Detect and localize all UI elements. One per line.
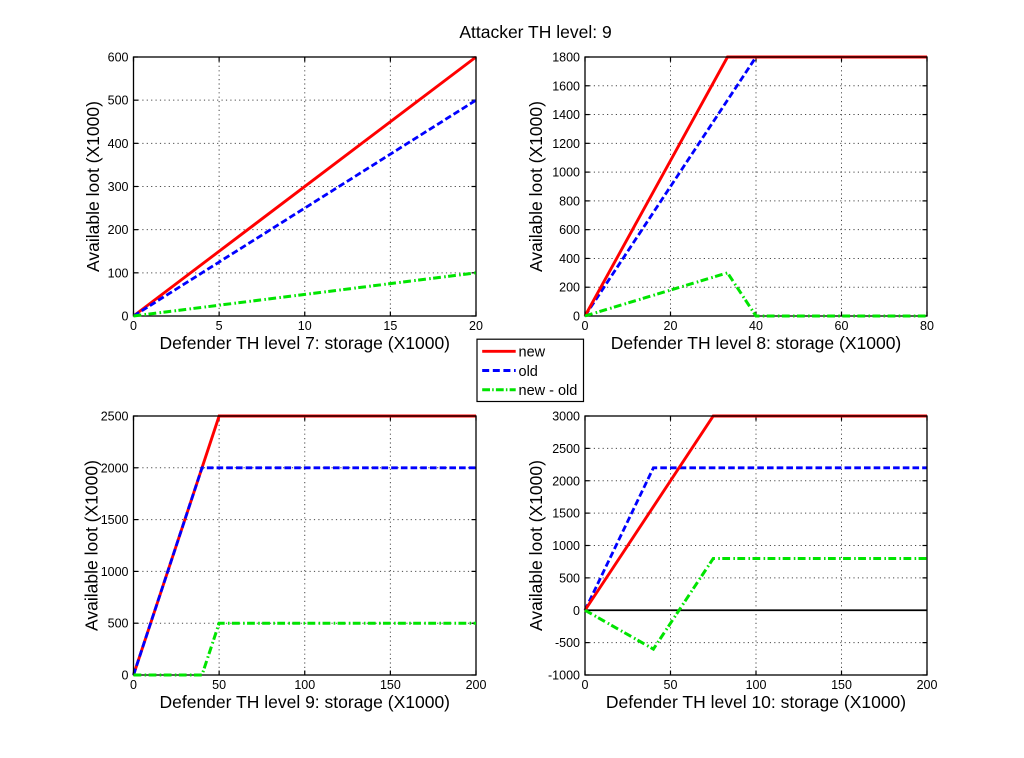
svg-text:600: 600 xyxy=(559,223,580,237)
svg-text:-1000: -1000 xyxy=(548,669,580,683)
svg-text:40: 40 xyxy=(749,319,763,333)
svg-text:60: 60 xyxy=(835,319,849,333)
svg-text:new - old: new - old xyxy=(519,383,578,399)
svg-text:50: 50 xyxy=(212,678,226,692)
svg-text:Available loot (X1000): Available loot (X1000) xyxy=(526,101,546,272)
svg-text:500: 500 xyxy=(108,617,129,631)
svg-text:10: 10 xyxy=(298,319,312,333)
svg-text:Defender TH level 7: storage (: Defender TH level 7: storage (X1000) xyxy=(159,333,450,353)
svg-text:Available loot (X1000): Available loot (X1000) xyxy=(526,460,546,631)
svg-text:0: 0 xyxy=(582,678,589,692)
svg-text:100: 100 xyxy=(294,678,315,692)
svg-text:0: 0 xyxy=(573,604,580,618)
svg-text:200: 200 xyxy=(559,281,580,295)
svg-text:1600: 1600 xyxy=(552,79,580,93)
svg-text:old: old xyxy=(519,364,538,380)
svg-text:100: 100 xyxy=(108,266,129,280)
svg-text:2500: 2500 xyxy=(101,410,129,424)
svg-text:Defender TH level 9: storage (: Defender TH level 9: storage (X1000) xyxy=(159,692,450,712)
svg-text:5: 5 xyxy=(216,319,223,333)
svg-text:1200: 1200 xyxy=(552,137,580,151)
svg-text:150: 150 xyxy=(380,678,401,692)
svg-text:0: 0 xyxy=(122,310,129,324)
svg-text:50: 50 xyxy=(664,678,678,692)
svg-text:400: 400 xyxy=(559,252,580,266)
svg-text:0: 0 xyxy=(573,310,580,324)
svg-text:Available loot (X1000): Available loot (X1000) xyxy=(83,101,103,272)
svg-text:0: 0 xyxy=(122,669,129,683)
svg-text:200: 200 xyxy=(917,678,938,692)
svg-text:1500: 1500 xyxy=(552,507,580,521)
svg-text:1000: 1000 xyxy=(552,166,580,180)
svg-text:200: 200 xyxy=(466,678,487,692)
svg-text:new: new xyxy=(519,345,546,361)
svg-text:300: 300 xyxy=(108,180,129,194)
svg-text:800: 800 xyxy=(559,194,580,208)
svg-text:Available loot (X1000): Available loot (X1000) xyxy=(82,460,102,631)
svg-text:3000: 3000 xyxy=(552,410,580,424)
svg-text:0: 0 xyxy=(582,319,589,333)
svg-text:600: 600 xyxy=(108,51,129,65)
svg-text:2000: 2000 xyxy=(101,461,129,475)
svg-text:1400: 1400 xyxy=(552,108,580,122)
svg-text:150: 150 xyxy=(831,678,852,692)
svg-text:200: 200 xyxy=(108,223,129,237)
svg-text:2500: 2500 xyxy=(552,442,580,456)
svg-text:2000: 2000 xyxy=(552,474,580,488)
svg-text:0: 0 xyxy=(130,678,137,692)
svg-text:80: 80 xyxy=(920,319,934,333)
svg-text:1800: 1800 xyxy=(552,51,580,65)
svg-text:500: 500 xyxy=(559,571,580,585)
svg-text:20: 20 xyxy=(469,319,483,333)
svg-text:15: 15 xyxy=(383,319,397,333)
svg-text:20: 20 xyxy=(664,319,678,333)
svg-text:1000: 1000 xyxy=(101,565,129,579)
svg-text:500: 500 xyxy=(108,94,129,108)
svg-text:-500: -500 xyxy=(555,636,580,650)
svg-text:1500: 1500 xyxy=(101,513,129,527)
svg-text:1000: 1000 xyxy=(552,539,580,553)
svg-text:Attacker TH level: 9: Attacker TH level: 9 xyxy=(459,22,611,42)
svg-text:Defender TH level 8: storage (: Defender TH level 8: storage (X1000) xyxy=(611,333,902,353)
svg-text:Defender TH level 10: storage: Defender TH level 10: storage (X1000) xyxy=(606,692,906,712)
svg-text:100: 100 xyxy=(746,678,767,692)
svg-text:400: 400 xyxy=(108,137,129,151)
svg-text:0: 0 xyxy=(130,319,137,333)
